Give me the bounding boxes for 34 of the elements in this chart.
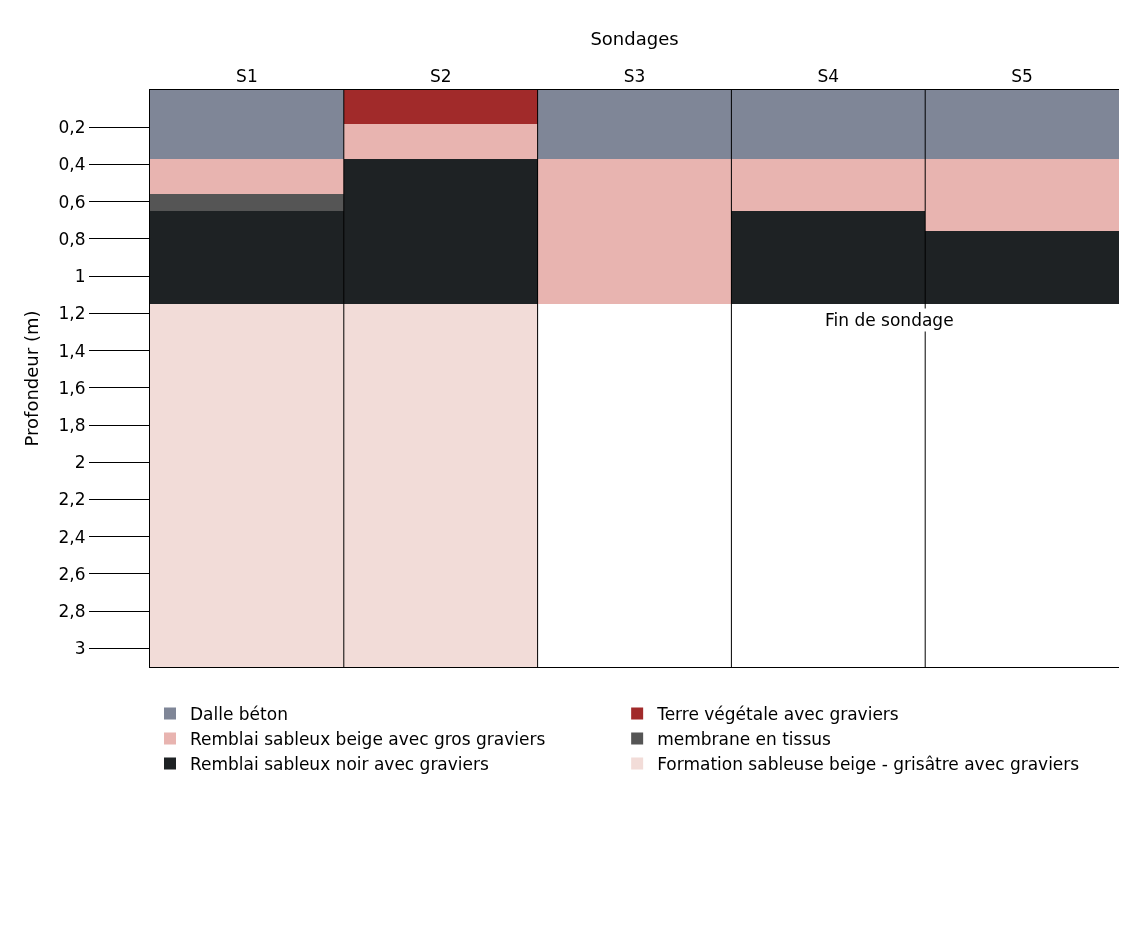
bar (150, 159, 344, 194)
annotation: Fin de sondage (825, 310, 954, 330)
y-tick-label: 0,8 (58, 228, 86, 249)
y-tick-label: 2,8 (58, 601, 86, 622)
y-tick-label: 1,4 (58, 340, 86, 361)
y-tick-label: 0,4 (58, 154, 86, 175)
x-tick-label: S1 (236, 66, 258, 87)
y-tick-label: 3 (74, 638, 86, 659)
y-tick-label: 0,6 (58, 191, 86, 212)
legend-label: Terre végétale avec graviers (656, 704, 899, 725)
bar (344, 90, 538, 124)
x-tick-label: S5 (1011, 66, 1033, 87)
legend-label: Remblai sableux beige avec gros graviers (190, 729, 546, 750)
y-tick-label: 1,8 (58, 414, 86, 435)
x-axis-title: Sondages (590, 28, 679, 50)
bar (150, 90, 344, 159)
y-tick-label: 2,6 (58, 563, 86, 584)
y-tick-label: 2 (74, 452, 86, 473)
y-tick-label: 2,2 (58, 489, 86, 510)
bar (344, 124, 538, 159)
y-tick-label: 0,2 (58, 117, 86, 138)
legend-label: membrane en tissus (657, 729, 832, 750)
x-tick-label: S4 (817, 66, 840, 87)
legend-label: Formation sableuse beige - grisâtre avec graviers (657, 754, 1080, 775)
legend-label: Dalle béton (190, 704, 288, 725)
x-tick-label: S2 (429, 66, 452, 87)
y-tick-label: 1,6 (58, 377, 86, 398)
y-tick-label: 1,2 (58, 303, 86, 324)
bar (150, 194, 344, 211)
legend-label: Remblai sableux noir avec graviers (190, 754, 490, 775)
y-tick-label: 2,4 (58, 526, 86, 547)
y-axis-title: Profondeur (m) (20, 310, 42, 447)
y-tick-label: 1 (74, 266, 86, 287)
x-tick-label: S3 (623, 66, 646, 87)
